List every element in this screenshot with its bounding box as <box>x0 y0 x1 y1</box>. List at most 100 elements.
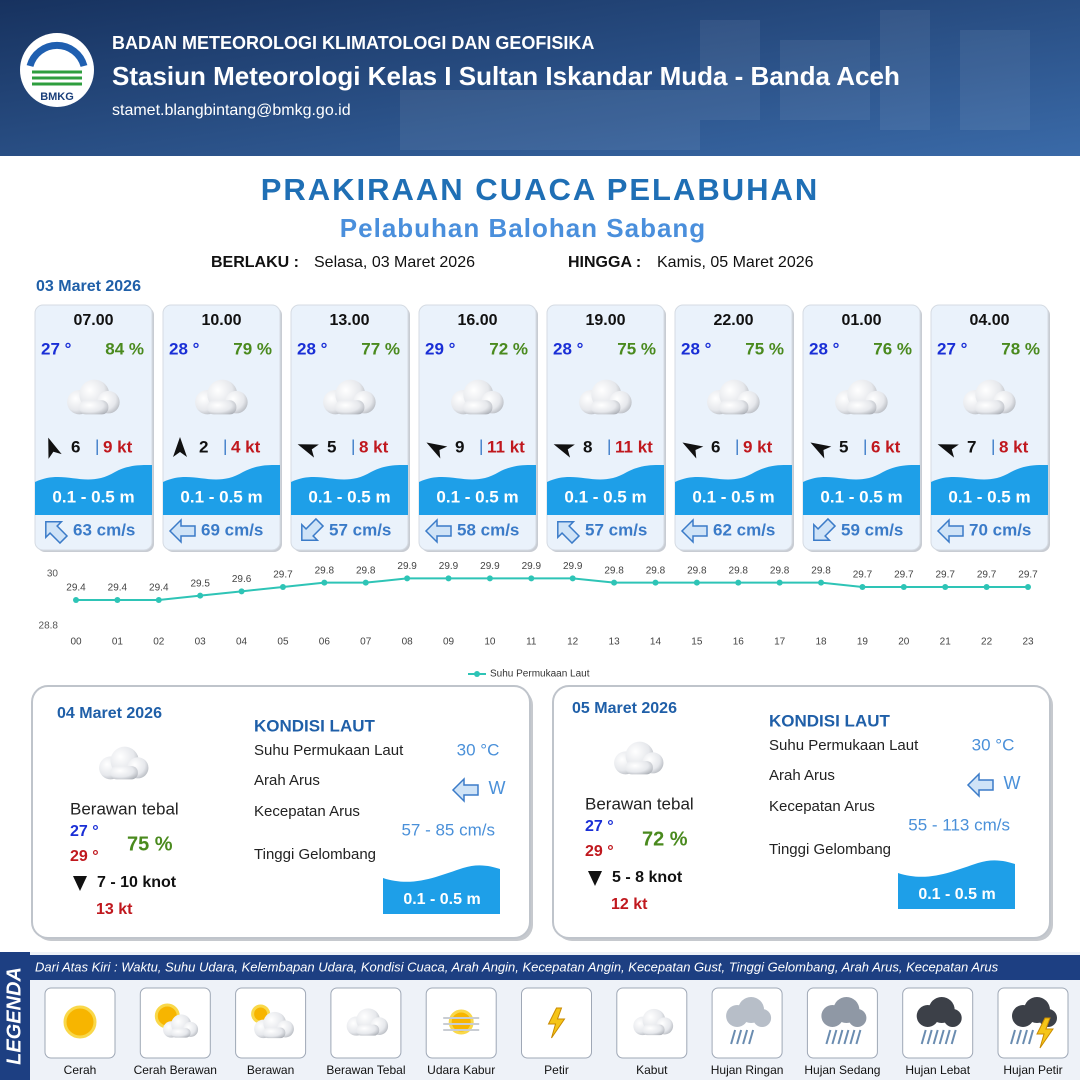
wave-height: 0.1 - 0.5 m <box>180 487 262 506</box>
card-wave <box>931 464 1048 515</box>
x-tick-label: 09 <box>443 637 455 648</box>
legend-dot <box>474 671 480 677</box>
x-tick-label: 10 <box>484 637 496 648</box>
legend-item: Cerah <box>64 1063 97 1077</box>
point <box>321 579 328 586</box>
dark-cloud <box>943 1009 962 1027</box>
wind-arrow <box>297 444 319 458</box>
sea-label: Kecepatan Arus <box>254 803 360 820</box>
data-label: 29.8 <box>811 565 831 576</box>
valid-to: Kamis, 05 Maret 2026 <box>657 254 814 271</box>
point <box>818 579 825 586</box>
condition: Berawan tebal <box>585 794 694 813</box>
temp-min: 27 ° <box>70 823 99 840</box>
rain <box>825 1029 832 1045</box>
legend-item: Berawan <box>247 1063 294 1077</box>
x-tick-label: 18 <box>815 637 827 648</box>
point <box>776 579 783 586</box>
point <box>859 584 866 590</box>
day1-date: 03 Maret 2026 <box>36 278 141 295</box>
legend-title: LEGENDA <box>3 967 25 1065</box>
point <box>1025 584 1031 590</box>
point <box>735 579 742 586</box>
point <box>486 575 493 582</box>
rain <box>1028 1029 1034 1045</box>
time: 04.00 <box>969 312 1009 329</box>
data-label: 29.7 <box>273 570 293 581</box>
wave-height: 0.1 - 0.5 m <box>564 487 646 506</box>
x-tick-label: 12 <box>567 637 579 648</box>
data-label: 29.8 <box>646 565 666 576</box>
rain <box>950 1029 957 1045</box>
temperature: 27 ° <box>41 339 72 358</box>
current-speed: 57 - 85 cm/s <box>401 820 495 839</box>
x-tick-label: 05 <box>277 637 289 648</box>
rain <box>831 1029 838 1045</box>
legend-icon-box <box>711 987 783 1059</box>
gust: 6 kt <box>871 437 901 456</box>
header-decor <box>780 40 870 120</box>
wind-range: 5 - 8 knot <box>612 869 683 886</box>
legend-item: Hujan Sedang <box>804 1063 880 1077</box>
current-dir: W <box>489 778 506 798</box>
point <box>569 575 576 582</box>
data-label: 29.8 <box>315 565 335 576</box>
gust: 9 kt <box>743 437 773 456</box>
x-tick-label: 14 <box>650 637 662 648</box>
wind-arrow <box>810 442 832 459</box>
x-tick-label: 15 <box>691 637 703 648</box>
condition: Berawan tebal <box>70 799 179 818</box>
card-wave <box>547 464 664 515</box>
current-arrow <box>45 521 69 545</box>
legend-item: Berawan Tebal <box>326 1063 405 1077</box>
wind-speed: 9 <box>455 437 464 456</box>
current-speed: 62 cm/s <box>713 520 775 539</box>
temperature: 27 ° <box>937 339 968 358</box>
data-label: 29.7 <box>1018 570 1038 581</box>
sun <box>63 1005 97 1039</box>
wave-height: 0.1 - 0.5 m <box>403 891 480 908</box>
legend-item: Hujan Lebat <box>905 1063 970 1077</box>
temperature: 28 ° <box>681 339 712 358</box>
x-tick-label: 20 <box>898 637 910 648</box>
separator: | <box>607 436 611 455</box>
current-speed: 63 cm/s <box>73 520 135 539</box>
email: stamet.blangbintang@bmkg.go.id <box>112 102 351 119</box>
point <box>445 575 452 582</box>
bolt <box>547 1007 566 1039</box>
x-tick-label: 13 <box>609 637 621 648</box>
current-arrow <box>168 518 196 544</box>
legend-label: Suhu Permukaan Laut <box>490 669 590 680</box>
point <box>528 575 535 582</box>
dark-cloud <box>848 1009 867 1027</box>
data-label: 29.8 <box>604 565 624 576</box>
humidity: 72 % <box>642 828 688 850</box>
y-tick-label: 30 <box>47 569 59 580</box>
valid-from-label: BERLAKU : <box>211 254 299 271</box>
x-tick-label: 21 <box>940 637 952 648</box>
wind-arrow <box>682 442 704 459</box>
x-tick-label: 06 <box>319 637 331 648</box>
sea-label: Suhu Permukaan Laut <box>769 737 919 754</box>
point <box>404 575 411 582</box>
data-label: 29.9 <box>397 561 417 572</box>
sea-label: Arah Arus <box>769 767 835 784</box>
data-label: 29.8 <box>770 565 790 576</box>
x-tick-label: 19 <box>857 637 869 648</box>
temperature: 28 ° <box>169 339 200 358</box>
current-dir: W <box>1004 773 1021 793</box>
wave-height: 0.1 - 0.5 m <box>820 487 902 506</box>
wind-arrow <box>553 444 575 458</box>
separator: | <box>735 436 739 455</box>
subtitle: Pelabuhan Balohan Sabang <box>340 213 706 243</box>
humidity: 77 % <box>361 339 400 358</box>
logo-text: BMKG <box>40 91 74 103</box>
separator: | <box>95 436 99 455</box>
wave-box <box>898 860 1015 909</box>
rain <box>926 1029 933 1045</box>
x-tick-label: 11 <box>526 637 537 648</box>
rain <box>730 1029 737 1045</box>
current-speed: 58 cm/s <box>457 520 519 539</box>
